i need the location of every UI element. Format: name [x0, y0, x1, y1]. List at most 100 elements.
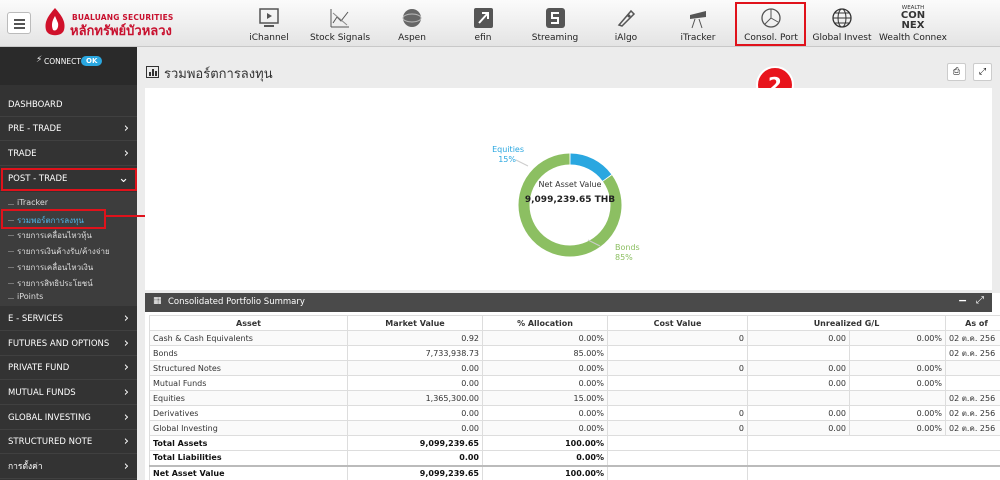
- menu-button[interactable]: [7, 12, 31, 34]
- nav-icon-text: WEALTH: [901, 5, 925, 11]
- nav-label: iTracker: [680, 33, 716, 43]
- menu-item[interactable]: PRIVATE FUND ›: [0, 356, 137, 380]
- table-row: Structured Notes 0.00 0.00% 0 0.00 0.00%: [149, 360, 1000, 376]
- table-cell: 0.00%: [482, 420, 608, 436]
- submenu-item[interactable]: iPoints: [8, 292, 43, 301]
- donut-slice: [518, 153, 622, 257]
- menu-label: STRUCTURED NOTE: [8, 437, 93, 447]
- highlight-box: [1, 168, 137, 191]
- table-cell: 0: [607, 420, 748, 436]
- menu-item[interactable]: MUTUAL FUNDS ›: [0, 381, 137, 405]
- nav-item[interactable]: iChannel: [233, 0, 305, 47]
- expand-button[interactable]: ⤢: [973, 63, 992, 81]
- submenu-item[interactable]: รายการเคลื่อนไหวเงิน: [8, 261, 93, 274]
- print-button[interactable]: ⎙: [947, 63, 966, 81]
- table-icon: ▦: [153, 296, 162, 306]
- menu-item[interactable]: DASHBOARD: [0, 93, 137, 117]
- menu-item[interactable]: TRADE ›: [0, 142, 137, 166]
- column-header: Market Value: [347, 315, 483, 331]
- menu-item[interactable]: E - SERVICES ›: [0, 307, 137, 331]
- page-title: รวมพอร์ตการลงทุน: [164, 67, 273, 82]
- column-header: Asset: [149, 315, 348, 331]
- table-cell: 0.00%: [849, 375, 946, 391]
- nav-label: iAlgo: [614, 33, 638, 43]
- sidebar: ⚡ CONNECT OK DASHBOARD PRE - TRADE › TRADE ›…: [0, 47, 137, 480]
- table-cell: Derivatives: [149, 405, 348, 421]
- table-cell: 0: [607, 405, 748, 421]
- nav-label: Consol. Port: [744, 33, 798, 43]
- table-cell: 0.00%: [849, 360, 946, 376]
- nav-item[interactable]: Global Invest: [806, 0, 878, 47]
- nav-icon: [546, 8, 565, 28]
- submenu-item[interactable]: iTracker: [8, 198, 48, 207]
- nav-item[interactable]: efin: [447, 0, 519, 47]
- table-cell: Net Asset Value: [149, 465, 348, 480]
- center-value: 9,099,239.65 THB: [525, 195, 615, 205]
- table-cell: 0.00: [747, 330, 850, 346]
- table-cell: Cash & Cash Equivalents: [149, 330, 348, 346]
- table-cell: [849, 390, 946, 406]
- menu-label: PRE - TRADE: [8, 124, 62, 134]
- table-cell: 85.00%: [482, 345, 608, 361]
- submenu-item[interactable]: รายการสิทธิประโยชน์: [8, 277, 93, 290]
- summary-table: Asset Market Value% Allocation Cost Value U…: [149, 315, 1000, 480]
- expand-button[interactable]: ⤢: [976, 295, 984, 306]
- menu-item[interactable]: GLOBAL INVESTING ›: [0, 406, 137, 430]
- connect-bolt: ⚡: [36, 55, 43, 65]
- table-cell: Bonds: [149, 345, 348, 361]
- nav-item[interactable]: iAlgo: [590, 0, 662, 47]
- nav-item[interactable]: Aspen: [376, 0, 448, 47]
- nav-label: Wealth Connex: [879, 33, 947, 43]
- nav-item[interactable]: iTracker: [662, 0, 734, 47]
- nav-item[interactable]: Consol. Port: [735, 0, 807, 47]
- column-header: As of: [945, 315, 1000, 331]
- table-cell: 0.00%: [482, 330, 608, 346]
- table-cell: 1,365,300.00: [347, 390, 483, 406]
- submenu-item[interactable]: รวมพอร์ตการลงทุน: [8, 214, 84, 227]
- table-cell: Mutual Funds: [149, 375, 348, 391]
- nav-item[interactable]: Stock Signals: [304, 0, 376, 47]
- annotation-line: [105, 215, 165, 217]
- panel-title: Consolidated Portfolio Summary: [168, 297, 305, 307]
- menu-item[interactable]: PRE - TRADE ›: [0, 117, 137, 141]
- menu-item[interactable]: FUTURES AND OPTIONS ›: [0, 332, 137, 356]
- table-cell: 0.00%: [482, 360, 608, 376]
- table-row: Bonds 7,733,938.73 85.00% 02 ต.ค. 256: [149, 345, 1000, 361]
- total-row: Total Assets 9,099,239.65 100.00%: [149, 435, 1000, 451]
- column-header: Unrealized G/L: [747, 315, 946, 331]
- table-cell: [607, 375, 748, 391]
- table-cell: 9,099,239.65: [347, 435, 483, 451]
- table-cell: [747, 450, 1000, 466]
- menu-item[interactable]: STRUCTURED NOTE ›: [0, 430, 137, 454]
- collapse-button[interactable]: −: [958, 294, 968, 307]
- menu-item[interactable]: การตั้งค่า ›: [0, 455, 137, 479]
- nav-icon: [690, 11, 706, 29]
- nav-label: Aspen: [398, 33, 426, 43]
- menu-label: MUTUAL FUNDS: [8, 388, 76, 398]
- table-cell: 0.00: [347, 360, 483, 376]
- submenu-item[interactable]: รายการเงินค้างรับ/ค้างจ่าย: [8, 245, 110, 258]
- table-cell: 7,733,938.73: [347, 345, 483, 361]
- menu-label: E - SERVICES: [8, 314, 64, 324]
- table-cell: 0.00: [347, 450, 483, 466]
- column-header: % Allocation: [482, 315, 608, 331]
- submenu-item[interactable]: รายการเคลื่อนไหวหุ้น: [8, 229, 92, 242]
- center-title: Net Asset Value: [539, 180, 602, 189]
- table-cell: 0.00%: [482, 375, 608, 391]
- menu-arrow: ›: [123, 121, 129, 136]
- table-cell: [607, 465, 748, 480]
- status-badge: OK: [81, 56, 103, 66]
- total-row: Net Asset Value 9,099,239.65 100.00%: [149, 465, 1000, 480]
- table-panel: ▦ Consolidated Portfolio Summary − ⤢ Ass…: [145, 293, 1000, 480]
- table-cell: Total Liabilities: [149, 450, 348, 466]
- nav-label: Streaming: [531, 33, 579, 43]
- table-cell: [607, 345, 748, 361]
- nav-item[interactable]: Streaming: [519, 0, 591, 47]
- table-cell: [607, 450, 748, 466]
- top-bar: BUALUANG SECURITIES หลักทรัพย์บัวหลวง iC…: [0, 0, 1000, 47]
- table-cell: 0.00%: [482, 405, 608, 421]
- menu-label: DASHBOARD: [8, 100, 63, 110]
- nav-item[interactable]: WEALTH CON NEX Wealth Connex: [877, 0, 949, 47]
- table-cell: [945, 360, 1000, 376]
